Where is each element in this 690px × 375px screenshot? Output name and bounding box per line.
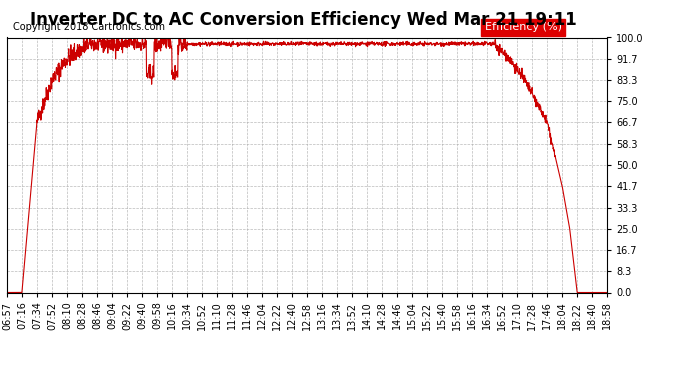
Text: Copyright 2018 Cartronics.com: Copyright 2018 Cartronics.com (13, 22, 165, 32)
Text: Efficiency (%): Efficiency (%) (484, 22, 562, 32)
Text: Inverter DC to AC Conversion Efficiency Wed Mar 21 19:11: Inverter DC to AC Conversion Efficiency … (30, 11, 577, 29)
